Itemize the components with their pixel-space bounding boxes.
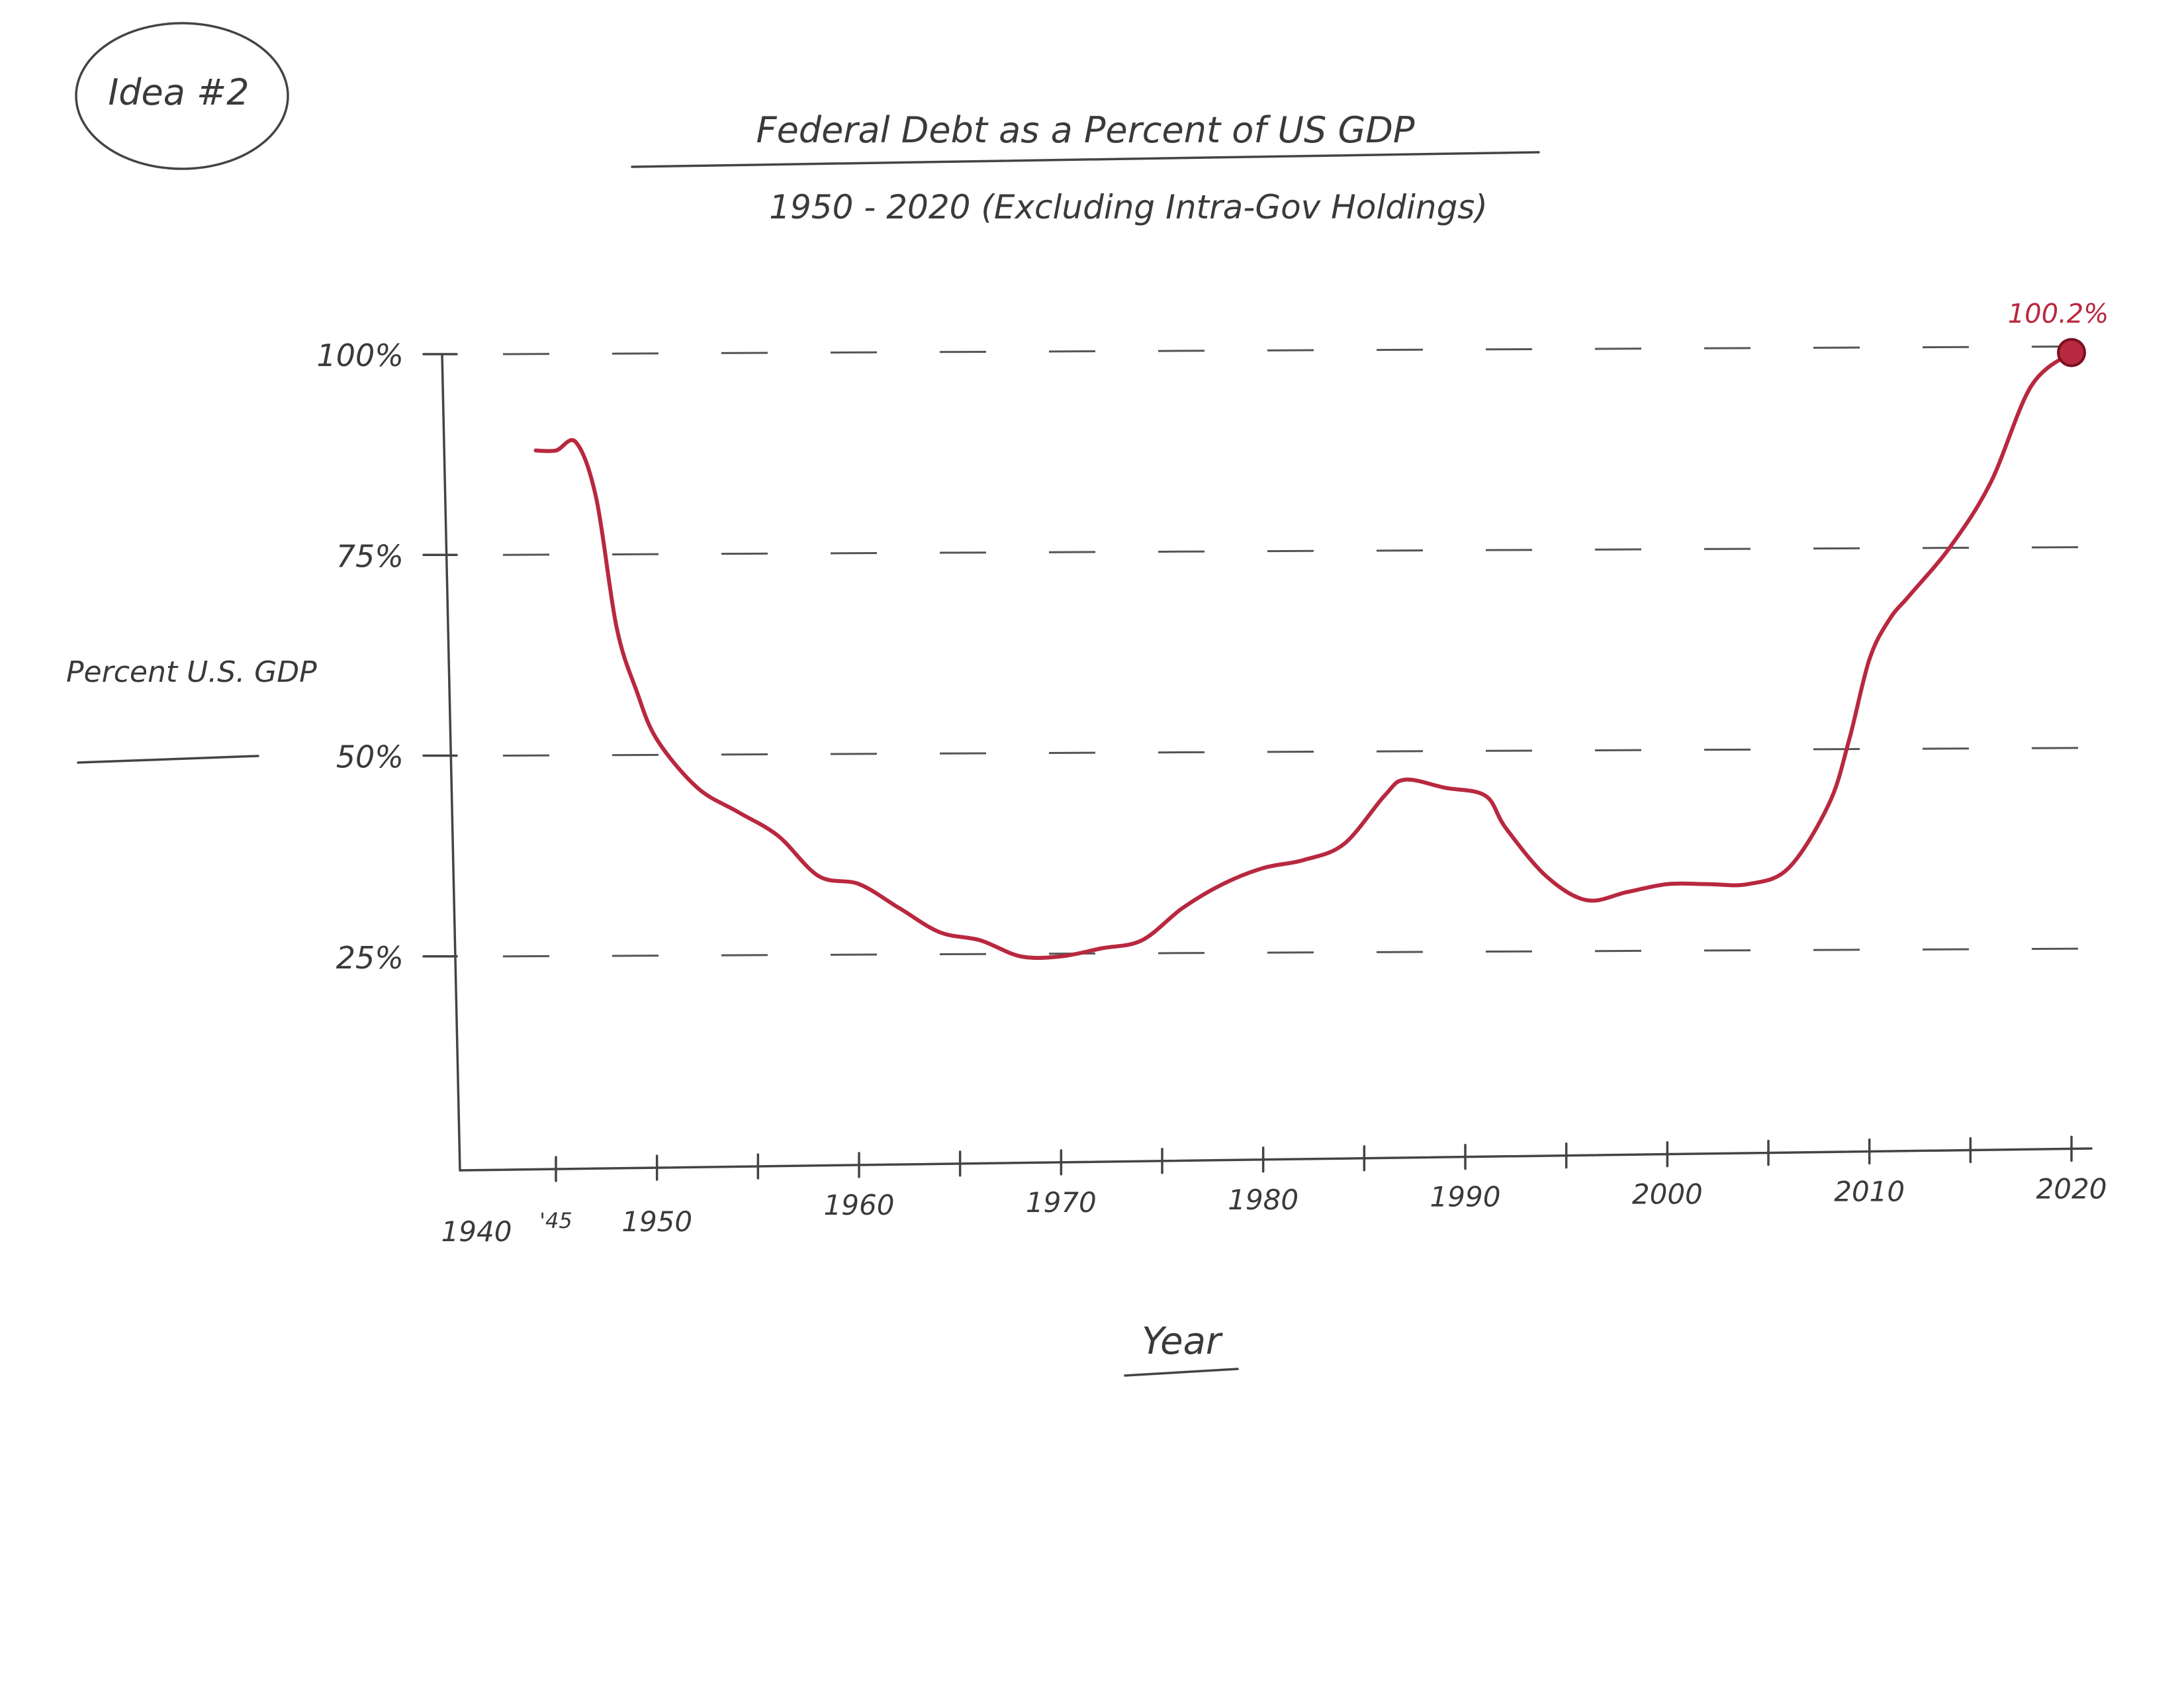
y-tick-label-100: 100% [316,338,404,373]
x-tick-label-1980: 1980 [1228,1184,1298,1216]
annotation-point-0 [2057,338,2086,367]
x-tick-label-1990: 1990 [1430,1181,1501,1213]
gridlines [502,345,2138,958]
x-tick-label-1940: 1940 [441,1215,512,1248]
x-axis-label: Year [1124,1320,1239,1377]
chart-title: Federal Debt as a Percent of US GDP [756,109,1415,151]
y-tick-label-50: 50% [336,739,404,775]
gridline-75 [502,545,2138,556]
y-axis-label: Percent U.S. GDP [66,655,317,764]
x-ticks: 1940 '45 1950 1960 1970 1980 1990 2000 2010 2020 [441,1135,2107,1248]
idea-note-label: Idea #2 [108,71,249,113]
x-tick-label-1945: '45 [539,1208,572,1233]
title-underline [631,151,1540,168]
x-tick-label-1960: 1960 [824,1189,895,1221]
y-axis-label-text: Percent U.S. GDP [66,655,317,689]
x-axis-label-text: Year [1142,1320,1223,1363]
annotations: 100.2% [2008,299,2109,367]
gridline-25 [502,947,2138,958]
x-tick-label-2000: 2000 [1632,1178,1703,1211]
y-tick-label-75: 75% [336,538,404,574]
x-axis-line [459,1147,2093,1172]
y-axis-line [441,353,461,1172]
chart-subtitle: 1950 - 2020 (Excluding Intra-Gov Holding… [769,188,1488,226]
idea-note: Idea #2 [75,22,289,170]
idea-note-circle [75,22,289,170]
y-tick-label-25: 25% [336,940,404,976]
gridline-50 [502,747,2138,757]
axes [441,353,2093,1172]
series-line-0 [533,350,2073,961]
gridline-100 [502,345,2138,355]
y-axis-label-underline [77,755,259,764]
series [533,350,2073,961]
annotation-label-0: 100.2% [2008,299,2109,330]
x-tick-label-1970: 1970 [1026,1186,1097,1219]
x-axis-label-underline [1124,1368,1239,1377]
y-ticks: 100% 75% 50% 25% [316,338,458,976]
x-tick-label-2020: 2020 [2036,1172,2107,1205]
x-tick-label-2010: 2010 [1834,1175,1905,1207]
x-tick-label-1950: 1950 [621,1205,692,1238]
